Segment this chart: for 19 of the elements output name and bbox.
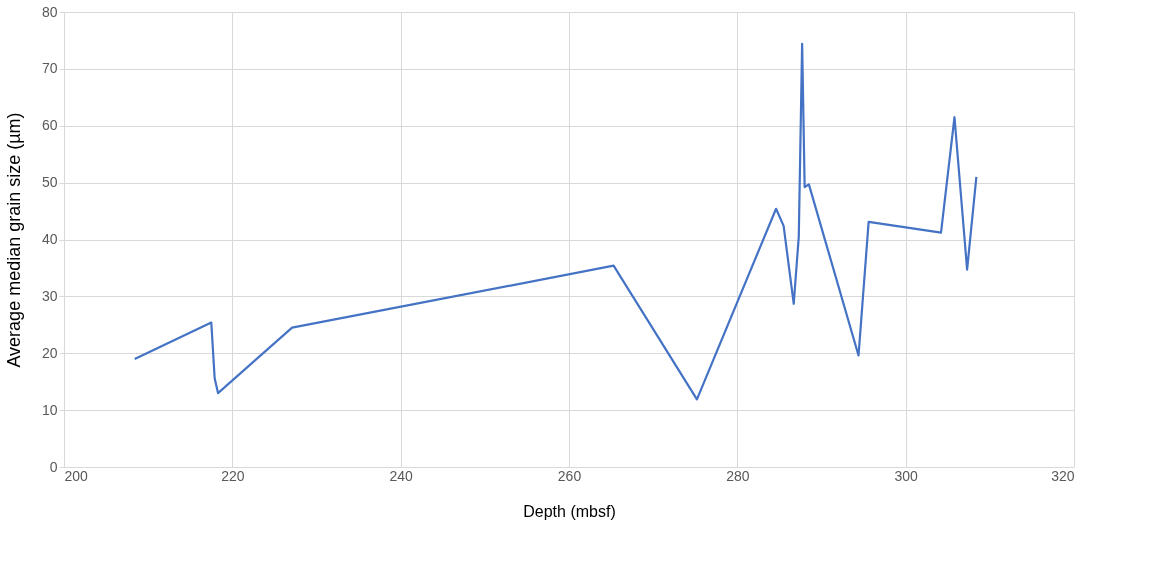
y-tick-label: 10: [41, 401, 58, 418]
x-tick-label: 280: [726, 467, 750, 484]
x-tick-label: 320: [1051, 467, 1075, 484]
y-tick-label: 30: [41, 287, 58, 304]
x-tick-label: 220: [221, 467, 245, 484]
x-tick-label: 240: [389, 467, 414, 484]
x-tick-label: 260: [557, 467, 582, 484]
y-tick-label: 80: [41, 3, 58, 20]
y-tick-label: 60: [41, 117, 58, 134]
y-tick-label: 0: [49, 458, 58, 475]
y-tick-label: 40: [41, 231, 58, 247]
y-tick-label: 50: [41, 174, 58, 191]
x-tick-label: 200: [64, 467, 89, 484]
x-axis-title: Depth (mbsf): [523, 502, 616, 520]
y-tick-label: 70: [41, 60, 58, 77]
y-axis-title: Average median grain size (µm): [3, 112, 24, 368]
line-series: [133, 42, 978, 401]
x-tick-label: 300: [894, 467, 919, 484]
y-tick-label: 20: [41, 344, 58, 361]
